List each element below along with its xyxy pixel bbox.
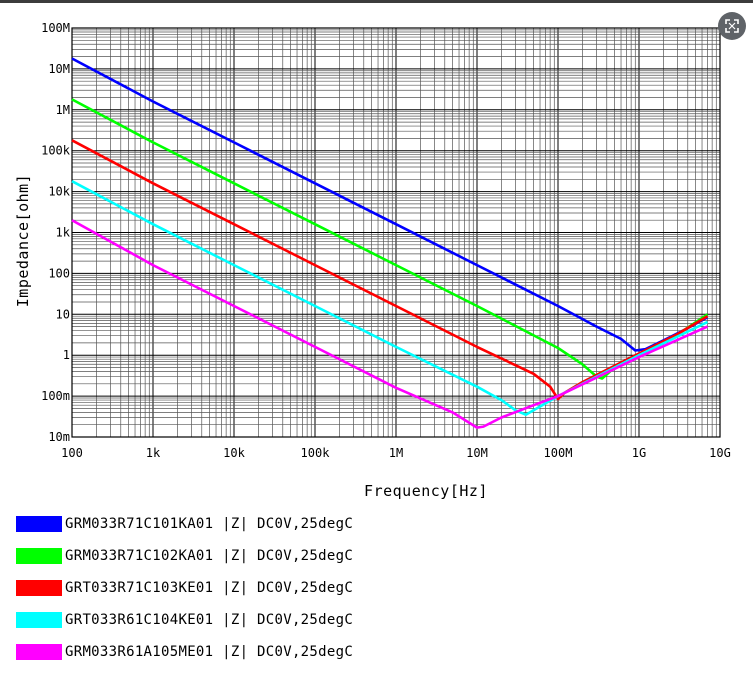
y-tick-label: 100k — [41, 144, 71, 158]
legend-swatch — [16, 580, 62, 596]
series-line-5 — [71, 219, 709, 429]
chart-grid — [71, 28, 720, 438]
y-tick-label: 10M — [48, 62, 70, 76]
y-tick-label: 100M — [41, 21, 70, 35]
y-tick-label: 10k — [48, 185, 70, 199]
x-tick-label: 10k — [223, 446, 245, 460]
series-line-3 — [71, 139, 709, 401]
legend-label: GRM033R71C101KA01 |Z| DC0V,25degC — [65, 516, 354, 532]
x-axis-title: Frequency[Hz] — [364, 482, 488, 500]
x-tick-label: 10M — [466, 446, 488, 460]
legend-item: GRT033R61C104KE01 |Z| DC0V,25degC — [16, 604, 353, 636]
legend-item: GRM033R61A105ME01 |Z| DC0V,25degC — [16, 636, 353, 668]
x-tick-label: 100 — [61, 446, 83, 460]
y-tick-label: 1k — [56, 226, 71, 240]
y-tick-labels: 100M 10M 1M 100k 10k 1k 100 10 1 100m 10m — [41, 21, 71, 444]
expand-button[interactable] — [718, 12, 746, 40]
legend-swatch — [16, 516, 62, 532]
legend-item: GRM033R71C101KA01 |Z| DC0V,25degC — [16, 508, 353, 540]
series-line-1 — [71, 57, 709, 352]
legend-swatch — [16, 548, 62, 564]
y-tick-label: 1 — [63, 348, 70, 362]
x-tick-label: 100M — [544, 446, 573, 460]
x-tick-label: 100k — [301, 446, 331, 460]
y-tick-label: 1M — [56, 103, 70, 117]
legend-swatch — [16, 644, 62, 660]
legend-label: GRT033R71C103KE01 |Z| DC0V,25degC — [65, 580, 354, 596]
legend: GRM033R71C101KA01 |Z| DC0V,25degC GRM033… — [16, 508, 353, 668]
x-tick-label: 1G — [632, 446, 646, 460]
legend-label: GRM033R61A105ME01 |Z| DC0V,25degC — [65, 644, 354, 660]
legend-item: GRT033R71C103KE01 |Z| DC0V,25degC — [16, 572, 353, 604]
expand-icon — [725, 19, 739, 33]
legend-label: GRT033R61C104KE01 |Z| DC0V,25degC — [65, 612, 354, 628]
series-line-4 — [71, 180, 709, 417]
top-bar — [0, 0, 753, 3]
x-tick-labels: 100 1k 10k 100k 1M 10M 100M 1G 10G — [61, 446, 731, 460]
y-tick-label: 100 — [48, 266, 70, 280]
x-tick-label: 1k — [146, 446, 161, 460]
plot-frame — [71, 27, 721, 438]
legend-item: GRM033R71C102KA01 |Z| DC0V,25degC — [16, 540, 353, 572]
x-tick-label: 10G — [709, 446, 731, 460]
series-layer — [71, 57, 709, 429]
x-tick-label: 1M — [389, 446, 403, 460]
y-tick-label: 10m — [48, 430, 70, 444]
y-tick-label: 10 — [56, 307, 70, 321]
y-tick-label: 100m — [41, 389, 70, 403]
y-axis-title: Impedance[ohm] — [14, 174, 32, 307]
legend-label: GRM033R71C102KA01 |Z| DC0V,25degC — [65, 548, 354, 564]
legend-swatch — [16, 612, 62, 628]
